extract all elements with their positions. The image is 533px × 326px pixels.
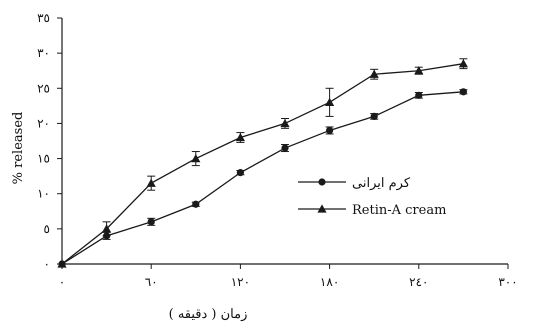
y-tick-label: ٣٥ [37,11,50,25]
series-line [61,63,464,265]
series-circle [58,88,468,268]
data-point [280,118,290,128]
legend-item: کرم ایرانی [298,176,411,191]
data-point [102,224,112,233]
data-point [414,66,424,75]
legend-label: Retin-A cream [352,203,446,218]
data-point [147,218,155,226]
legend-label: کرم ایرانی [352,176,411,191]
x-tick-label: ٠ [59,275,65,289]
y-tick-label: ٣٠ [37,46,50,60]
data-point [146,178,156,187]
legend-marker [318,178,326,186]
x-tick-label: ٦٠ [145,275,158,289]
data-point [236,169,244,177]
y-tick-label: ٢٥ [37,81,50,95]
y-tick-label: ٠ [44,257,50,271]
x-tick-label: ١٨٠ [320,275,339,289]
data-point [326,126,334,135]
data-point [370,112,378,120]
y-tick-label: ٥ [44,222,50,236]
series-triangle [57,58,468,268]
series-line [61,91,464,265]
data-point [325,97,335,107]
x-axis-label: زمان ( دقیقه ) [169,307,248,322]
legend-item: Retin-A cream [298,203,446,218]
data-point [415,91,423,99]
y-tick-label: ١٠ [37,187,50,201]
data-point [235,132,245,142]
legend-marker [317,204,327,213]
data-point [57,259,67,268]
y-tick-label: ١٥ [37,152,50,166]
y-axis-label: % released [11,112,26,185]
axes: ٠ ٥ ١٠ ١٥ ٢٠ ٢٥ ٣٠ ٣٥ ٠ ٦٠ ١٢٠ ١٨٠ ٢٤٠ ٣٠٠ [37,11,518,289]
x-tick-label: ١٢٠ [231,275,250,289]
legend: کرم ایرانی Retin-A cream [298,176,446,218]
x-tick-label: ٣٠٠ [498,275,517,289]
plot-area [57,58,468,268]
y-tick-label: ٢٠ [37,116,50,130]
data-point [459,88,467,96]
data-point [192,200,200,208]
data-point [191,153,201,163]
data-point [458,59,468,68]
x-tick-label: ٢٤٠ [409,275,428,289]
data-point [369,69,379,78]
data-point [281,144,289,152]
